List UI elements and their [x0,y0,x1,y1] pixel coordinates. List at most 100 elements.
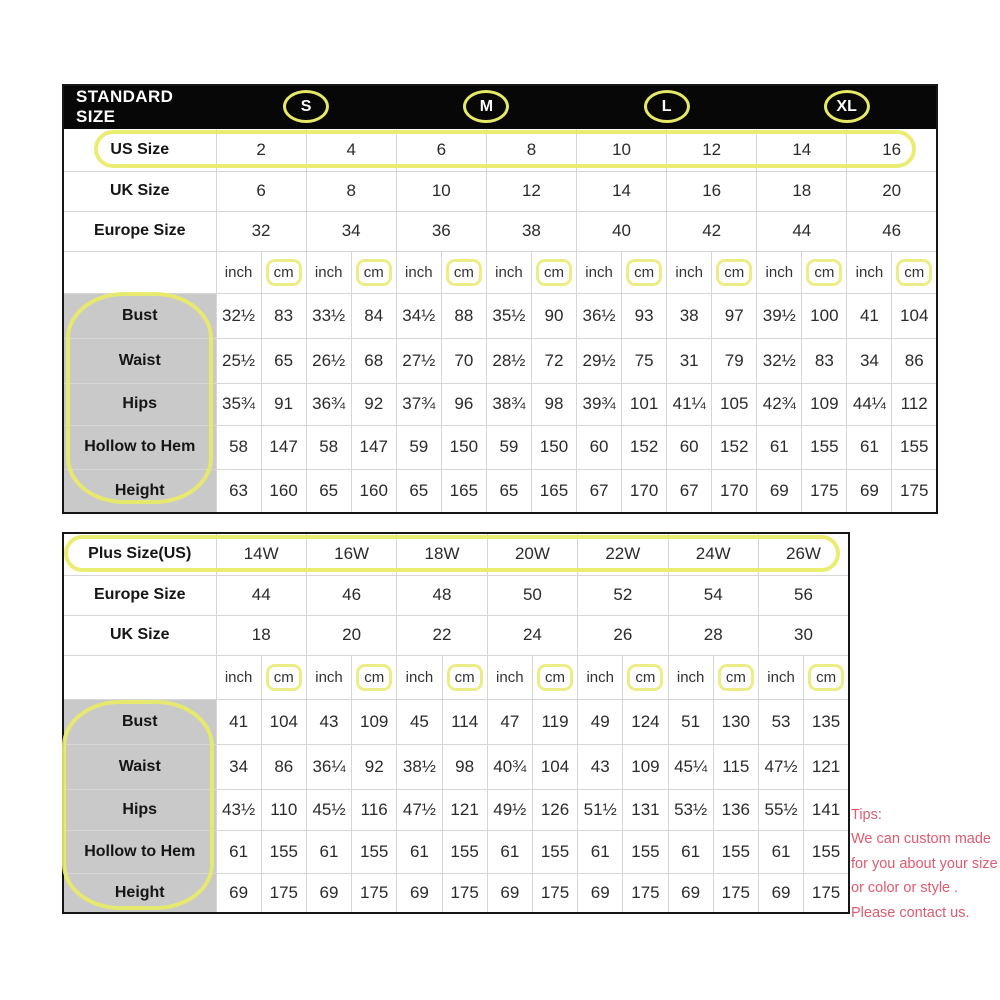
measure-value-cell: 131 [622,788,669,831]
measure-value-cell: 55½ [757,788,805,831]
measure-value-cell: 38¾ [485,382,532,426]
size-value-cell: 6 [395,127,487,172]
size-group-s-ellipse: S [283,90,330,124]
measure-value-cell: 130 [712,698,759,745]
measure-value-cell: 47½ [396,788,443,831]
measure-value-cell: 36½ [575,292,623,339]
measure-row: Bust 41 104 43 109 45 114 47 119 49 124 51 130 53 135 [62,698,850,745]
tips-line: for you about your size [851,855,998,872]
measure-value-cell: 34 [846,337,893,384]
inch-label-cell: inch [575,250,623,294]
measure-value-cell: 155 [712,829,759,874]
size-value-cell: 46 [846,210,938,252]
unit-row-label [62,250,217,294]
measure-row: Hips 35¾ 91 36¾ 92 37¾ 96 38¾ 98 39¾ 101 41¼ 105 42¾ 1… [62,382,938,426]
size-value-cell: 18 [756,170,848,212]
measure-value-cell: 109 [622,743,669,790]
cm-label-cell: cm [712,654,759,700]
measure-value-cell: 119 [531,698,579,745]
measure-value-cell: 175 [441,872,488,914]
cm-label-cell: cm [711,250,758,294]
measure-value-cell: 79 [711,337,758,384]
cm-highlight-box: cm [356,663,393,691]
measure-value-cell: 155 [622,829,669,874]
header-row: Europe Size 44 46 48 50 52 54 56 [62,574,850,616]
measure-value-cell: 170 [621,468,668,514]
unit-row: inch cm inch cm inch cm inch cm inch cm inch cm inch… [62,654,850,700]
size-value-cell: 36 [395,210,487,252]
measure-value-cell: 165 [440,468,487,514]
measure-value-cell: 110 [260,788,307,831]
measure-value-cell: 160 [350,468,397,514]
measure-value-cell: 91 [260,382,307,426]
row-label: UK Size [62,170,217,212]
size-value-cell: 28 [667,614,759,656]
measure-value-cell: 126 [531,788,579,831]
measure-value-cell: 155 [351,829,398,874]
measure-value-cell: 43½ [215,788,262,831]
measure-value-cell: 175 [712,872,759,914]
measure-value-cell: 175 [260,872,307,914]
measure-value-cell: 109 [351,698,398,745]
measure-value-cell: 96 [440,382,487,426]
cm-highlight-box: cm [896,258,933,286]
measure-value-cell: 155 [801,424,848,470]
measure-value-cell: 100 [801,292,848,339]
cm-highlight-box: cm [265,258,302,286]
measure-value-cell: 105 [711,382,758,426]
size-value-cell: 22 [396,614,488,656]
measure-value-cell: 165 [530,468,578,514]
measure-row: Bust 32½ 83 33½ 84 34½ 88 35½ 90 36½ 93 38 97 39½ 100 4… [62,292,938,339]
table-body: STANDARD SIZE S M L XL US Size 2 4 6 8 10 12 14 16 UK … [62,84,938,514]
measure-value-cell: 61 [215,829,262,874]
size-value-cell: 4 [305,127,397,172]
size-value-cell: 2 [215,127,307,172]
inch-label-cell: inch [667,654,714,700]
measure-value-cell: 40¾ [486,743,533,790]
size-value-cell: 12 [666,127,758,172]
measure-value-cell: 61 [667,829,714,874]
measure-value-cell: 147 [260,424,307,470]
size-value-cell: 30 [757,614,850,656]
measure-value-cell: 92 [351,743,398,790]
cm-highlight-box: cm [535,258,572,286]
measure-value-cell: 170 [711,468,758,514]
measure-row: Height 63 160 65 160 65 165 65 165 67 170 67 170 69 17… [62,468,938,514]
measure-value-cell: 155 [441,829,488,874]
inch-label-cell: inch [215,250,262,294]
measure-value-cell: 53 [757,698,805,745]
measure-value-cell: 65 [260,337,307,384]
measure-value-cell: 136 [712,788,759,831]
size-value-cell: 54 [667,574,759,616]
measure-value-cell: 41¼ [666,382,713,426]
measure-value-cell: 58 [305,424,352,470]
size-group-xl-ellipse: XL [823,90,870,124]
size-value-cell: 32 [215,210,307,252]
size-group-cell: L [575,84,758,129]
size-value-cell: 14 [575,170,668,212]
size-value-cell: 16W [305,532,398,576]
measure-value-cell: 65 [395,468,442,514]
measure-row: Height 69 175 69 175 69 175 69 175 69 175 69 175 69 17… [62,872,850,914]
cm-label-cell: cm [440,250,487,294]
measure-value-cell: 35¾ [215,382,262,426]
measure-value-cell: 25½ [215,337,262,384]
inch-label-cell: inch [757,654,805,700]
measure-value-cell: 51 [667,698,714,745]
measure-value-cell: 152 [711,424,758,470]
size-value-cell: 22W [577,532,669,576]
measure-value-cell: 61 [577,829,624,874]
measure-value-cell: 70 [440,337,487,384]
measure-value-cell: 150 [440,424,487,470]
measure-value-cell: 61 [305,829,353,874]
size-value-cell: 8 [485,127,578,172]
table-body: Plus Size(US) 14W 16W 18W 20W 22W 24W 26W Europe… [62,532,850,914]
measure-value-cell: 69 [667,872,714,914]
measure-value-cell: 69 [305,872,353,914]
measure-row-label: Hollow to Hem [62,829,217,874]
measure-value-cell: 101 [621,382,668,426]
measure-value-cell: 26½ [305,337,352,384]
measure-value-cell: 61 [757,829,805,874]
measure-value-cell: 83 [260,292,307,339]
measure-value-cell: 155 [803,829,850,874]
